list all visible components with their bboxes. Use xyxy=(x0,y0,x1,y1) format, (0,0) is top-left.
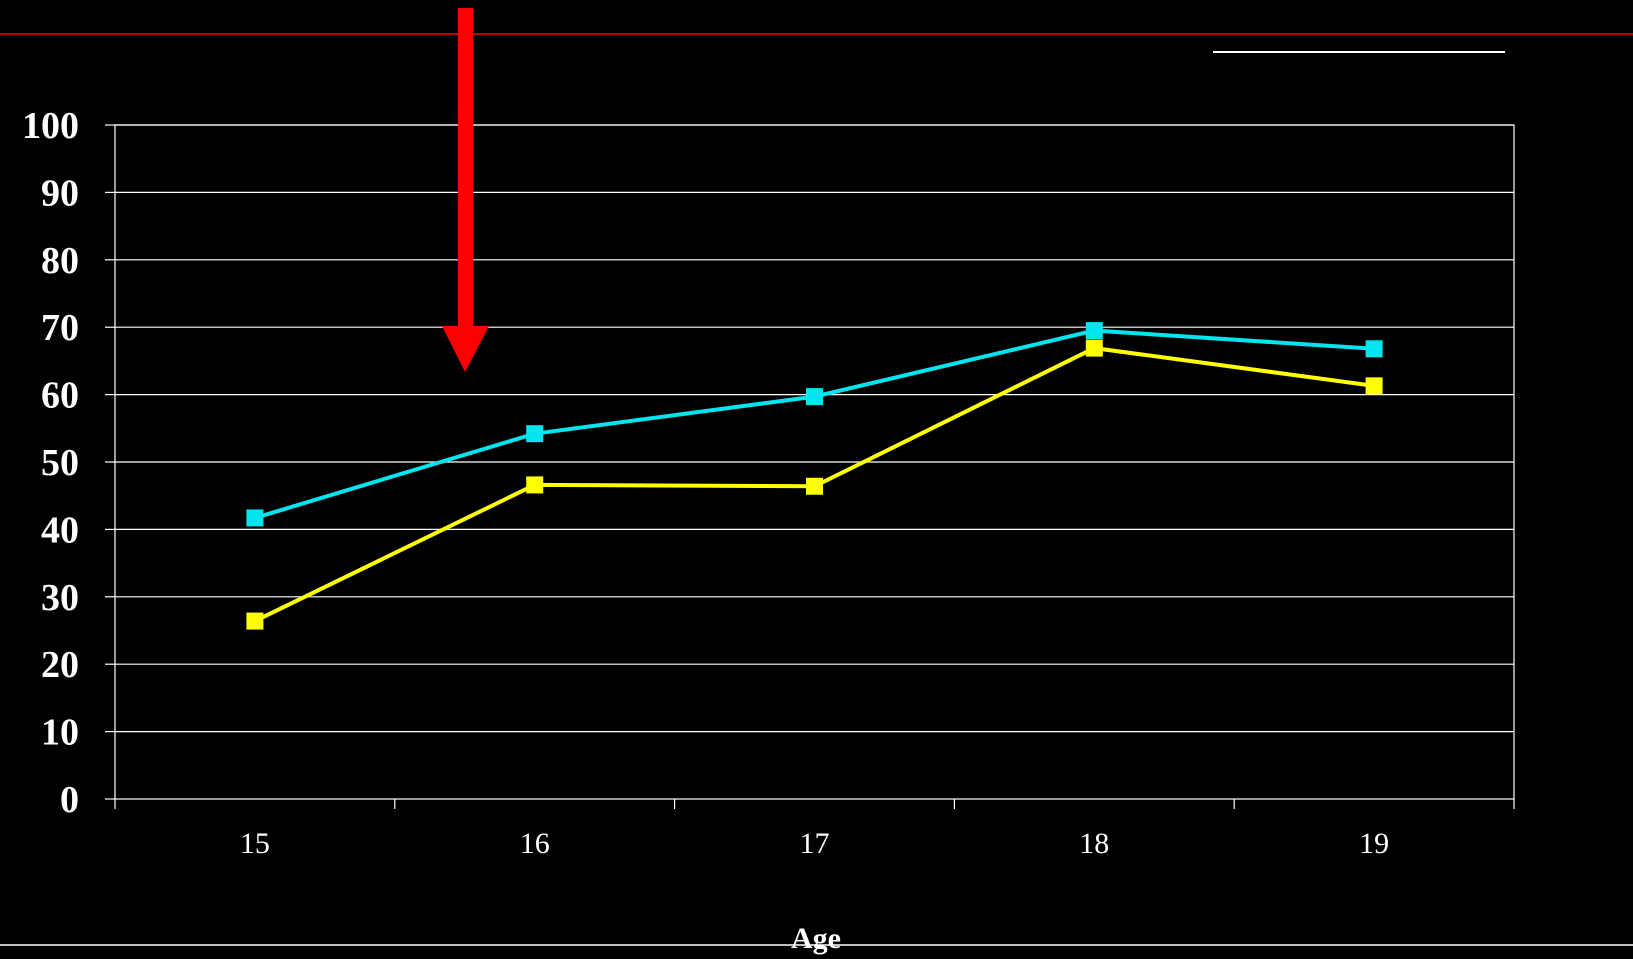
y-tick-label: 100 xyxy=(22,105,79,147)
gridlines xyxy=(115,124,1514,733)
series-1 xyxy=(246,322,1383,527)
red-down-arrow-icon xyxy=(442,8,489,372)
data-point-marker xyxy=(246,509,264,527)
x-tick-label: 18 xyxy=(1079,827,1109,860)
y-tick-label: 10 xyxy=(41,712,79,754)
data-point-marker xyxy=(526,476,544,494)
y-tick-label: 20 xyxy=(41,644,79,686)
x-tick-label: 15 xyxy=(240,827,270,860)
plot-frame xyxy=(114,124,1515,800)
x-tick-labels: 15 16 17 18 19 xyxy=(240,827,1389,860)
y-tick-label: 50 xyxy=(41,442,79,484)
y-tick-label: 80 xyxy=(41,240,79,282)
y-tick-label: 0 xyxy=(60,779,79,821)
y-tick-label: 70 xyxy=(41,307,79,349)
data-point-marker xyxy=(1085,322,1103,340)
data-point-marker xyxy=(806,477,823,495)
x-tick-label: 16 xyxy=(520,827,550,860)
series-lines xyxy=(246,322,1383,630)
data-point-marker xyxy=(806,388,823,406)
y-tick-label: 90 xyxy=(41,172,79,214)
y-tick-label: 60 xyxy=(41,375,79,417)
y-tick-labels: 0 10 20 30 40 50 60 70 80 90 100 xyxy=(22,105,79,821)
y-tick-label: 30 xyxy=(41,577,79,619)
data-point-marker xyxy=(246,612,264,630)
x-axis-label: Age xyxy=(791,922,841,955)
x-tick-label: 19 xyxy=(1359,827,1389,860)
data-point-marker xyxy=(1085,339,1103,357)
data-point-marker xyxy=(1365,340,1383,358)
x-tick-label: 17 xyxy=(800,827,830,860)
data-point-marker xyxy=(1365,377,1383,395)
data-point-marker xyxy=(526,425,544,443)
series-2 xyxy=(246,339,1383,630)
y-tick-label: 40 xyxy=(41,509,79,551)
axes xyxy=(105,124,1515,809)
